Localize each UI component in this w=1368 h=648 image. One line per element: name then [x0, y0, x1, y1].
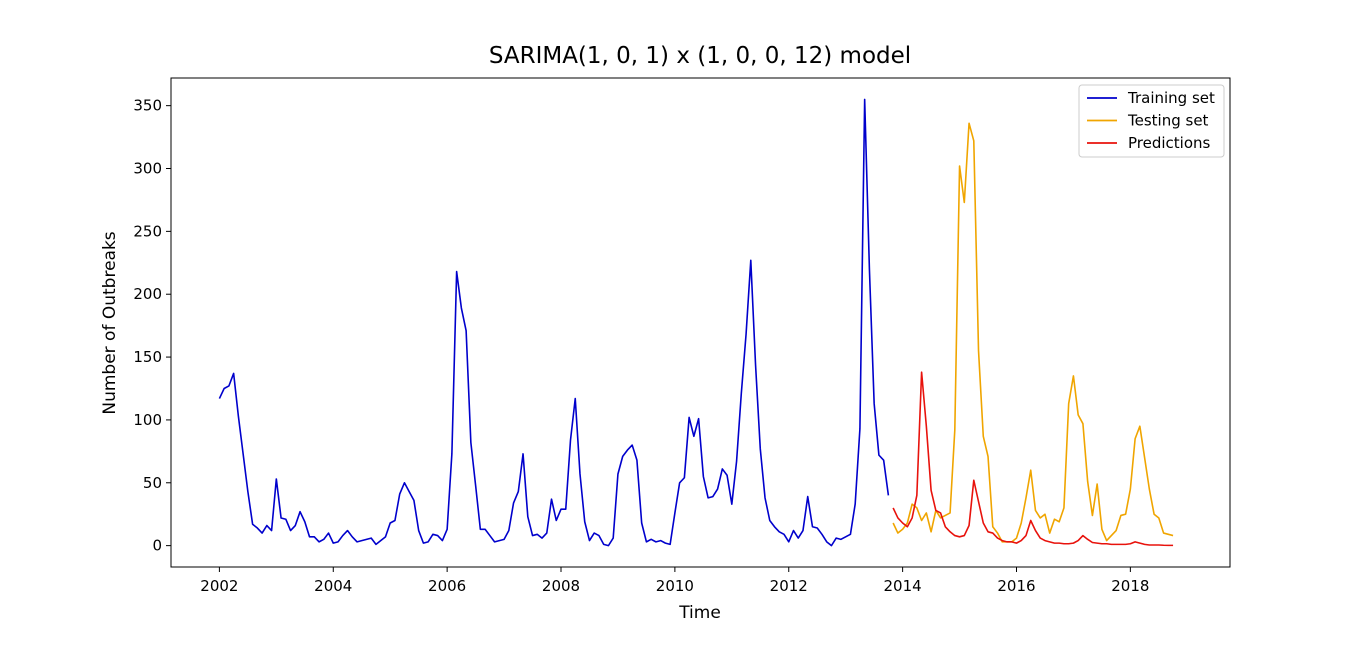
y-tick-label: 0	[152, 537, 162, 555]
y-tick-label: 100	[133, 411, 162, 429]
x-tick-label: 2010	[656, 577, 694, 595]
series-line-training-set	[218, 98, 890, 547]
x-tick-label: 2012	[770, 577, 808, 595]
x-tick-label: 2002	[200, 577, 238, 595]
x-tick-label: 2008	[542, 577, 580, 595]
y-tick-label: 50	[143, 474, 162, 492]
y-tick-label: 150	[133, 348, 162, 366]
legend: Training set Testing set Predictions	[1078, 84, 1225, 158]
series-line-testing-set	[892, 122, 1174, 543]
series-layer	[218, 98, 1174, 547]
chart-title: SARIMA(1, 0, 1) x (1, 0, 0, 12) model	[489, 43, 911, 69]
x-tick-label: 2016	[997, 577, 1035, 595]
legend-frame	[1078, 84, 1225, 158]
y-tick-label: 200	[133, 285, 162, 303]
series-line-predictions	[892, 371, 1174, 547]
y-tick-label: 250	[133, 222, 162, 240]
y-axis-title: Number of Outbreaks	[100, 231, 120, 414]
y-axis-ticks: 0 50 100 150 200 250 300 350	[133, 97, 171, 555]
legend-label-testing-set: Testing set	[1127, 112, 1209, 130]
x-axis-title: Time	[678, 603, 721, 623]
x-tick-label: 2006	[428, 577, 466, 595]
legend-label-training-set: Training set	[1127, 89, 1215, 107]
legend-label-predictions: Predictions	[1128, 134, 1211, 152]
x-tick-label: 2018	[1111, 577, 1149, 595]
x-tick-label: 2014	[884, 577, 922, 595]
y-tick-label: 300	[133, 160, 162, 178]
y-tick-label: 350	[133, 97, 162, 115]
plot-area-frame	[170, 77, 1231, 568]
x-tick-label: 2004	[314, 577, 352, 595]
x-axis-ticks: 2002 2004 2006 2008 2010 2012 2014 2016 2018	[200, 567, 1149, 595]
